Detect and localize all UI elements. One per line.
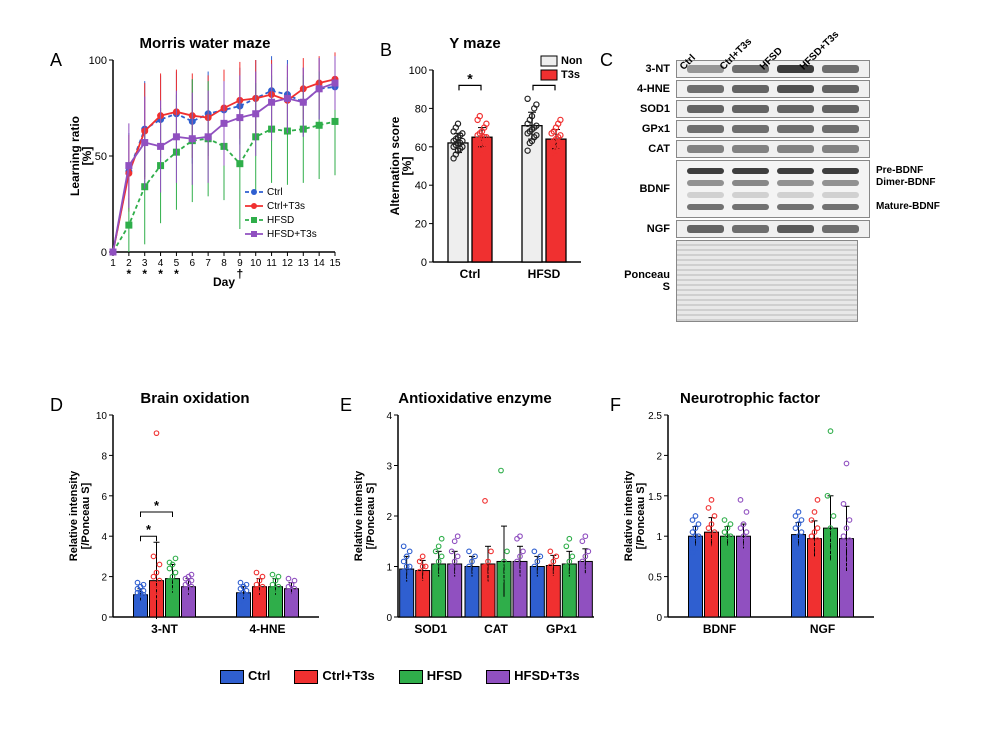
svg-text:10: 10 xyxy=(250,258,262,269)
svg-text:1: 1 xyxy=(386,563,392,574)
svg-text:HFSD: HFSD xyxy=(267,215,294,226)
svg-text:NGF: NGF xyxy=(810,622,835,636)
panel-a-title: Morris water maze xyxy=(65,35,345,52)
svg-text:Relative intensity: Relative intensity xyxy=(623,470,635,561)
panel-d-title: Brain oxidation xyxy=(65,390,325,407)
panel-b-chart: 020406080100Alternation score[%]CtrlHFSD… xyxy=(385,52,585,292)
svg-text:HFSD+T3s: HFSD+T3s xyxy=(267,229,317,240)
svg-text:1: 1 xyxy=(656,532,662,543)
panel-d-chart: 0 2 4 6 8 10 Relative intensity[/Ponceau S] 3-N… xyxy=(65,407,325,647)
svg-text:4: 4 xyxy=(386,411,392,422)
svg-text:40: 40 xyxy=(415,180,427,192)
svg-text:0.5: 0.5 xyxy=(648,573,662,584)
panel-b-title: Y maze xyxy=(385,35,565,52)
svg-text:HFSD: HFSD xyxy=(528,267,561,281)
svg-text:13: 13 xyxy=(298,258,310,269)
panel-label-a: A xyxy=(50,50,62,71)
svg-text:12: 12 xyxy=(282,258,294,269)
svg-text:7: 7 xyxy=(205,258,211,269)
svg-text:8: 8 xyxy=(221,258,227,269)
panel-label-c: C xyxy=(600,50,613,71)
svg-text:*: * xyxy=(146,522,152,537)
svg-text:8: 8 xyxy=(101,451,107,462)
svg-text:Ctrl: Ctrl xyxy=(267,187,283,198)
svg-text:60: 60 xyxy=(415,142,427,154)
svg-text:100: 100 xyxy=(409,65,427,77)
panel-a: Morris water maze 0501001234567891011121… xyxy=(65,35,345,295)
svg-text:*: * xyxy=(142,267,147,281)
svg-text:80: 80 xyxy=(415,103,427,115)
panel-label-d: D xyxy=(50,395,63,416)
svg-text:10: 10 xyxy=(96,411,108,422)
svg-text:Day: Day xyxy=(213,275,235,289)
svg-text:†: † xyxy=(237,267,244,281)
svg-text:0: 0 xyxy=(386,613,392,624)
svg-text:[%]: [%] xyxy=(80,147,94,166)
svg-text:4: 4 xyxy=(101,532,107,543)
svg-text:*: * xyxy=(154,498,160,513)
svg-text:CAT: CAT xyxy=(484,622,508,636)
panel-f-chart: 0 0.5 1 1.5 2 2.5 Relative intensity[/Ponceau … xyxy=(620,407,880,647)
svg-text:15: 15 xyxy=(329,258,341,269)
svg-text:*: * xyxy=(174,267,179,281)
panel-e-title: Antioxidative enzyme xyxy=(350,390,600,407)
panel-e: Antioxidative enzyme 0 1 2 3 4 Relative inten… xyxy=(350,390,600,650)
panel-f: Neurotrophic factor 0 0.5 1 1.5 2 2.5 Relative… xyxy=(620,390,880,650)
svg-text:[/Ponceau S]: [/Ponceau S] xyxy=(80,482,92,549)
svg-text:Non: Non xyxy=(561,55,583,67)
svg-text:4-HNE: 4-HNE xyxy=(249,622,285,636)
svg-text:11: 11 xyxy=(266,258,277,269)
svg-text:0: 0 xyxy=(421,257,427,269)
svg-text:3: 3 xyxy=(386,462,392,473)
svg-text:3-NT: 3-NT xyxy=(151,622,178,636)
svg-text:*: * xyxy=(158,267,163,281)
legend-item: HFSD+T3s xyxy=(486,668,579,684)
panel-a-chart: 050100123456789101112131415Learning rati… xyxy=(65,52,345,292)
svg-text:50: 50 xyxy=(95,151,107,163)
svg-text:1.5: 1.5 xyxy=(648,492,662,503)
svg-text:Ctrl: Ctrl xyxy=(460,267,481,281)
svg-text:[/Ponceau S]: [/Ponceau S] xyxy=(365,482,377,549)
svg-text:SOD1: SOD1 xyxy=(414,622,447,636)
svg-text:0: 0 xyxy=(656,613,662,624)
panel-b: Y maze 020406080100Alternation score[%]C… xyxy=(385,35,565,295)
svg-text:2: 2 xyxy=(101,573,107,584)
legend-bottom: Ctrl Ctrl+T3s HFSD HFSD+T3s xyxy=(220,668,580,684)
svg-text:1: 1 xyxy=(110,258,116,269)
svg-text:14: 14 xyxy=(314,258,326,269)
svg-text:0: 0 xyxy=(101,613,107,624)
svg-text:T3s: T3s xyxy=(561,69,580,81)
svg-text:100: 100 xyxy=(89,55,107,67)
svg-text:GPx1: GPx1 xyxy=(546,622,577,636)
svg-text:20: 20 xyxy=(415,219,427,231)
legend-item: Ctrl+T3s xyxy=(294,668,374,684)
panel-d: Brain oxidation 0 2 4 6 8 10 Relative intensit… xyxy=(65,390,325,650)
svg-text:0: 0 xyxy=(101,247,107,259)
panel-e-chart: 0 1 2 3 4 Relative intensity[/Ponceau S] SOD1 C… xyxy=(350,407,600,647)
svg-text:6: 6 xyxy=(101,492,107,503)
svg-text:Ctrl+T3s: Ctrl+T3s xyxy=(267,201,305,212)
svg-text:BDNF: BDNF xyxy=(703,622,736,636)
svg-text:[%]: [%] xyxy=(400,157,414,176)
svg-text:[/Ponceau S]: [/Ponceau S] xyxy=(635,482,647,549)
svg-text:Relative intensity: Relative intensity xyxy=(353,470,365,561)
svg-text:*: * xyxy=(127,267,132,281)
svg-text:6: 6 xyxy=(190,258,196,269)
svg-text:Relative intensity: Relative intensity xyxy=(68,470,80,561)
legend-item: Ctrl xyxy=(220,668,270,684)
panel-c: CtrlCtrl+T3sHFSDHFSD+T3s3-NT4-HNESOD1GPx… xyxy=(615,20,955,340)
svg-text:2: 2 xyxy=(386,512,392,523)
figure: A Morris water maze 05010012345678910111… xyxy=(20,20,980,715)
legend-item: HFSD xyxy=(399,668,462,684)
panel-f-title: Neurotrophic factor xyxy=(620,390,880,407)
svg-text:2: 2 xyxy=(656,451,662,462)
svg-text:2.5: 2.5 xyxy=(648,411,662,422)
svg-text:*: * xyxy=(467,70,473,86)
